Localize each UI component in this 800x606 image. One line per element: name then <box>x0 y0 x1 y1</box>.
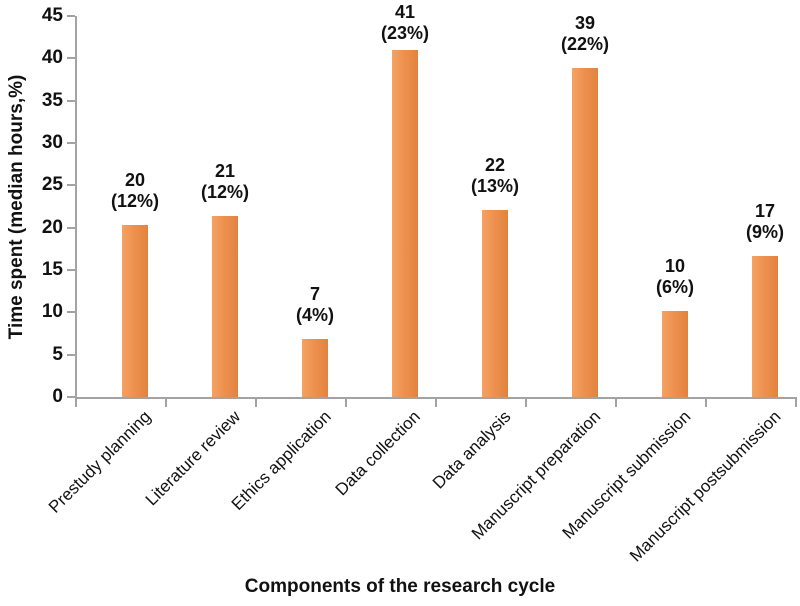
bar-value-label: 17 (9%) <box>695 201 800 243</box>
bar-value-line: 10 <box>664 255 686 276</box>
x-tick-mark <box>435 399 437 407</box>
y-tick-label: 35 <box>41 89 63 111</box>
bar-value-line: 41 <box>394 2 416 22</box>
bar <box>122 225 148 397</box>
bar-value-label: 20 (12%) <box>65 170 205 212</box>
bar <box>482 209 508 397</box>
x-tick-mark <box>705 399 707 407</box>
bar <box>662 310 688 397</box>
x-category-label: Prestudy planning <box>44 407 155 517</box>
bar-value-label: 21 (12%) <box>155 161 295 203</box>
y-tick-label: 10 <box>41 301 63 323</box>
bar <box>212 215 238 397</box>
bar-value-label: 7 (4%) <box>245 284 385 326</box>
bar-percent-line: (6%) <box>655 276 694 297</box>
x-category-label: Ethics application <box>227 407 335 514</box>
y-tick-mark <box>67 311 75 314</box>
bar-value-line: 20 <box>124 170 146 191</box>
bar-value-label: 41 (23%) <box>335 2 475 44</box>
x-category-label: Data collection <box>332 407 425 500</box>
y-tick-mark <box>67 15 75 17</box>
y-tick-label: 5 <box>52 343 63 365</box>
y-tick-label: 25 <box>41 174 63 196</box>
y-tick-label: 45 <box>41 5 63 26</box>
bar <box>572 67 598 397</box>
bar-value-label: 39 (22%) <box>515 13 655 55</box>
bar <box>302 339 328 397</box>
y-tick-mark <box>67 184 75 187</box>
bar-value-line: 7 <box>309 284 320 305</box>
bar-value-line: 21 <box>214 160 236 181</box>
y-tick-label: 20 <box>41 216 63 238</box>
y-tick-label: 0 <box>52 386 63 407</box>
y-tick-label: 30 <box>41 132 63 153</box>
bar-percent-line: (22%) <box>560 33 609 54</box>
y-tick-mark <box>67 353 75 356</box>
y-tick-mark <box>67 57 75 60</box>
x-axis-line <box>75 397 797 399</box>
y-tick-mark <box>67 269 75 271</box>
bar-value-label: 10 (6%) <box>605 256 745 298</box>
y-tick-mark <box>67 99 75 102</box>
bar-percent-line: (12%) <box>200 181 249 202</box>
x-tick-mark <box>525 399 527 407</box>
x-tick-mark <box>345 399 347 407</box>
bar <box>752 256 778 397</box>
bar-percent-line: (12%) <box>110 191 159 212</box>
y-tick-mark <box>67 142 75 144</box>
bar-value-line: 17 <box>754 201 776 222</box>
y-tick-mark <box>67 226 75 229</box>
y-tick-mark <box>67 396 75 398</box>
y-axis-title: Time spent (median hours,%) <box>6 74 27 340</box>
bar-value-line: 39 <box>574 12 596 33</box>
x-axis-title: Components of the research cycle <box>244 576 556 597</box>
bar-value-line: 22 <box>484 154 506 175</box>
bar-value-label: 22 (13%) <box>425 155 565 197</box>
bar-percent-line: (13%) <box>470 175 519 196</box>
x-tick-mark <box>795 399 797 407</box>
x-category-label: Manuscript postsubmission <box>626 407 785 566</box>
y-axis-line <box>75 16 77 399</box>
bar <box>392 49 418 397</box>
bar-percent-line: (9%) <box>745 222 784 243</box>
bar-percent-line: (4%) <box>295 305 334 326</box>
x-tick-mark <box>255 399 257 407</box>
x-tick-mark <box>75 399 77 407</box>
x-category-label: Data analysis <box>428 407 515 493</box>
y-tick-label: 40 <box>41 47 63 69</box>
bar-percent-line: (23%) <box>380 23 429 43</box>
y-tick-label: 15 <box>41 259 63 280</box>
x-tick-mark <box>165 399 167 407</box>
x-category-label: Literature review <box>142 407 245 510</box>
x-tick-mark <box>615 399 617 407</box>
